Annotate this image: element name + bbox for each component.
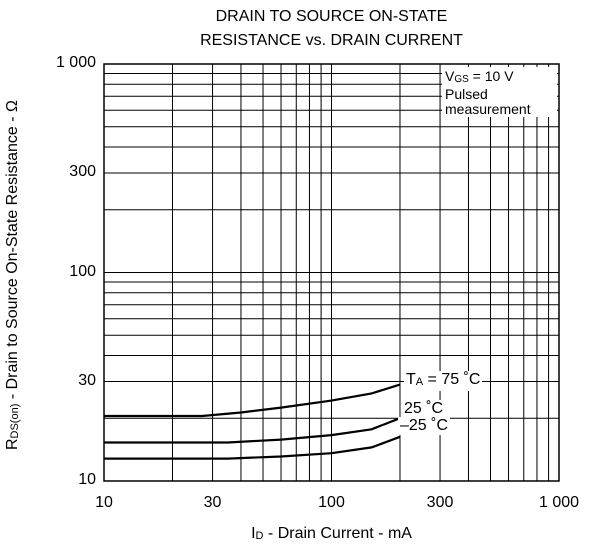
- vgs-condition: VGS = 10 V: [445, 69, 557, 87]
- x-axis-label: ID - Drain Current - mA: [104, 525, 559, 543]
- chart-title-line2: RESISTANCE vs. DRAIN CURRENT: [200, 32, 463, 49]
- plot-frame: [103, 63, 560, 482]
- x-tick-label: 10: [95, 494, 113, 511]
- y-tick-label: 10: [78, 471, 96, 488]
- y-axis-label-subscript: DS(on): [9, 403, 21, 439]
- vgs-value: = 10 V: [468, 68, 514, 84]
- y-axis-label-prefix: R: [4, 438, 21, 451]
- series-label-25c: 25 ˚C: [401, 400, 446, 419]
- series-line-25c: [104, 417, 401, 444]
- y-axis-label: RDS(on) - Drain to Source On-State Resis…: [4, 45, 22, 505]
- series-label-75c-value: = 75 ˚C: [423, 370, 481, 388]
- x-tick-label: 300: [426, 494, 454, 511]
- x-tick-label: 30: [203, 494, 222, 511]
- y-tick-label: 1 000: [55, 54, 96, 71]
- series-label-75c-subscript: A: [415, 375, 424, 388]
- vgs-prefix: V: [445, 68, 455, 84]
- x-axis-label-subscript: D: [255, 530, 264, 542]
- vgs-subscript: GS: [454, 74, 469, 85]
- pulsed-condition: Pulsed: [445, 86, 488, 102]
- y-tick-label: 30: [78, 371, 96, 389]
- series-line-minus25c: [104, 435, 401, 460]
- x-tick-label: 1 000: [538, 494, 580, 511]
- series-label-minus25c: –25 ˚C: [397, 416, 450, 435]
- y-tick-label: 300: [69, 163, 96, 181]
- x-axis-label-prefix: I: [251, 525, 256, 542]
- measurement-condition: measurement: [445, 101, 531, 117]
- series-label-75c-prefix: T: [405, 370, 416, 388]
- x-axis-label-suffix: - Drain Current - mA: [263, 525, 412, 542]
- x-tick-label: 100: [318, 494, 345, 511]
- y-axis-label-suffix: - Drain to Source On-State Resistance - …: [4, 99, 21, 404]
- series-label-75c: TA = 75 ˚C: [403, 370, 483, 391]
- chart-title-line1: DRAIN TO SOURCE ON-STATE: [215, 8, 448, 25]
- y-tick-label: 100: [69, 262, 96, 280]
- test-conditions-box: VGS = 10 V Pulsed measurement: [442, 67, 557, 117]
- series-line-75c: [104, 383, 401, 418]
